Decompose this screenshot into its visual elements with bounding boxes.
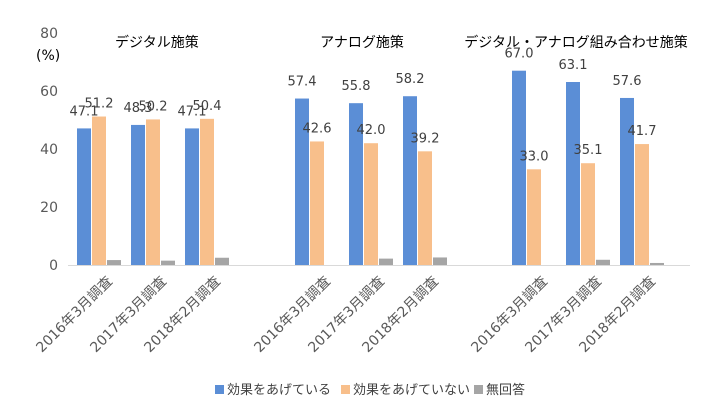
data-label: 51.2	[85, 97, 114, 112]
bar	[433, 257, 447, 265]
y-tick-label: 40	[40, 142, 58, 158]
bar	[566, 82, 580, 265]
legend-label: 無回答	[486, 382, 525, 398]
bar	[295, 98, 309, 265]
bar	[349, 103, 363, 266]
data-label: 48.3	[124, 101, 153, 116]
legend-swatch	[215, 385, 224, 394]
data-label: 55.8	[342, 79, 371, 94]
bar	[512, 70, 526, 265]
legend-label: 効果をあげていない	[353, 383, 470, 398]
data-label: 41.7	[628, 124, 657, 139]
bar	[650, 262, 664, 265]
bar	[418, 151, 432, 265]
bar	[379, 258, 393, 265]
bar	[200, 118, 214, 265]
data-label: 33.0	[520, 149, 549, 164]
legend-swatch	[341, 385, 350, 394]
bar	[310, 141, 324, 265]
data-label: 57.6	[613, 74, 642, 89]
bar	[131, 124, 145, 266]
data-label: 35.1	[574, 143, 603, 158]
data-label: 39.2	[411, 131, 440, 146]
bar	[107, 260, 121, 265]
y-tick-label: 80	[40, 26, 58, 42]
bar	[92, 116, 106, 266]
legend-label: 効果をあげている	[227, 383, 331, 398]
bar	[364, 143, 378, 265]
bar	[146, 119, 160, 265]
y-tick-label: 60	[40, 84, 58, 100]
data-label: 47.1	[178, 104, 207, 119]
bar	[620, 97, 634, 266]
data-label: 58.2	[396, 72, 425, 87]
bar	[161, 260, 175, 265]
data-label: 42.6	[303, 121, 332, 136]
bar	[77, 128, 91, 265]
y-tick-label: 20	[40, 200, 58, 216]
data-label: 50.4	[193, 99, 222, 114]
y-tick-label: 0	[49, 258, 58, 274]
group-title: デジタル・アナログ組み合わせ施策	[464, 34, 687, 51]
group-title: デジタル施策	[115, 34, 199, 51]
group-title: アナログ施策	[320, 34, 404, 51]
bar	[215, 257, 229, 265]
data-label: 67.0	[505, 47, 534, 62]
data-label: 47.1	[70, 104, 99, 119]
data-label: 57.4	[288, 75, 317, 90]
bar	[581, 163, 595, 265]
data-label: 42.0	[357, 123, 386, 138]
bar	[596, 259, 610, 265]
bar	[527, 169, 541, 265]
bar	[403, 96, 417, 265]
data-label: 50.2	[139, 99, 168, 114]
bar	[185, 128, 199, 265]
y-unit-label: (%)	[36, 48, 60, 64]
bar	[635, 144, 649, 265]
data-label: 63.1	[559, 58, 588, 73]
legend-swatch	[474, 385, 483, 394]
